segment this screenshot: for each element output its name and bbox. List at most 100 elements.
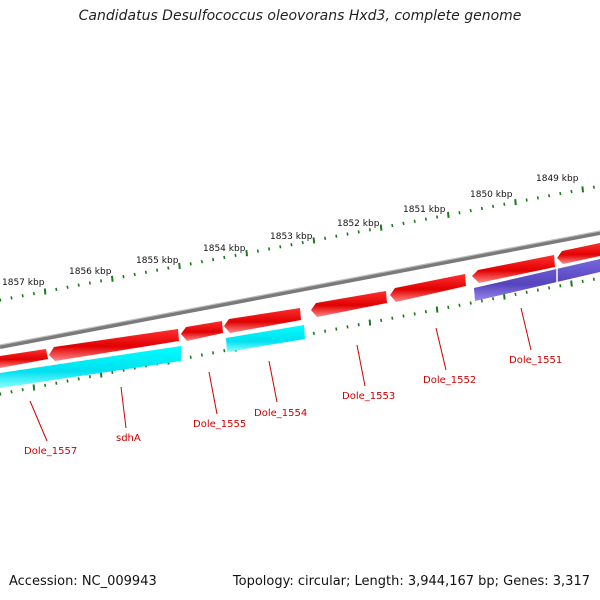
minor-tick bbox=[335, 327, 338, 331]
kbp-label: 1855 kbp bbox=[136, 256, 179, 266]
scale-ticks-outer bbox=[0, 185, 595, 302]
gene-labels: Dole_1557 sdhA Dole_1555 Dole_1554 Dole_… bbox=[24, 355, 562, 457]
minor-tick bbox=[492, 204, 495, 209]
minor-tick bbox=[77, 377, 80, 381]
kbp-label: 1851 kbp bbox=[403, 205, 446, 215]
minor-tick bbox=[447, 305, 450, 310]
minor-tick bbox=[279, 245, 282, 249]
accession-text: Accession: NC_009943 bbox=[9, 574, 157, 589]
gene-arrow-dole-1553[interactable] bbox=[311, 291, 387, 317]
kbp-label: 1854 kbp bbox=[203, 244, 246, 254]
minor-tick bbox=[413, 219, 416, 223]
feature-bar-cyan-left[interactable] bbox=[0, 346, 181, 388]
major-tick bbox=[447, 211, 450, 218]
minor-tick bbox=[223, 255, 226, 260]
gene-label-sdha[interactable]: sdhA bbox=[116, 433, 141, 444]
minor-tick bbox=[189, 355, 192, 359]
minor-tick bbox=[469, 301, 472, 305]
kbp-label: 1853 kbp bbox=[270, 232, 313, 242]
map-title: Candidatus Desulfococcus oleovorans Hxd3… bbox=[78, 8, 522, 24]
minor-tick bbox=[413, 312, 416, 316]
minor-tick bbox=[559, 191, 562, 196]
minor-tick bbox=[44, 383, 47, 387]
major-tick bbox=[368, 319, 372, 326]
minor-tick bbox=[0, 392, 2, 396]
minor-tick bbox=[391, 223, 394, 228]
gene-label-dole-1553[interactable]: Dole_1553 bbox=[342, 391, 395, 402]
minor-tick bbox=[234, 253, 237, 257]
minor-tick bbox=[312, 331, 315, 336]
major-tick bbox=[312, 237, 316, 244]
label-leaders bbox=[29, 307, 532, 442]
minor-tick bbox=[324, 236, 327, 240]
minor-tick bbox=[77, 283, 80, 287]
minor-tick bbox=[324, 329, 327, 333]
minor-tick bbox=[10, 390, 13, 394]
secondary-features bbox=[0, 259, 600, 388]
minor-tick bbox=[391, 316, 394, 320]
minor-tick bbox=[122, 274, 125, 279]
gene-arrow-dole-1557[interactable] bbox=[0, 349, 48, 368]
minor-tick bbox=[346, 325, 349, 329]
minor-tick bbox=[480, 299, 483, 303]
minor-tick bbox=[200, 260, 203, 264]
minor-tick bbox=[88, 375, 91, 379]
minor-tick bbox=[402, 221, 405, 226]
minor-tick bbox=[424, 217, 427, 221]
minor-tick bbox=[525, 290, 528, 294]
gene-arrow-dole-1552[interactable] bbox=[390, 274, 466, 302]
feature-bar-cyan-mid[interactable] bbox=[226, 325, 305, 352]
minor-tick bbox=[480, 206, 483, 211]
major-tick bbox=[503, 293, 506, 300]
gene-arrow-sdha[interactable] bbox=[49, 329, 179, 361]
minor-tick bbox=[156, 268, 159, 272]
gene-label-dole-1557[interactable]: Dole_1557 bbox=[24, 446, 77, 457]
minor-tick bbox=[290, 243, 293, 247]
kbp-label: 1852 kbp bbox=[337, 219, 380, 229]
minor-tick bbox=[458, 303, 461, 307]
gene-label-dole-1555[interactable]: Dole_1555 bbox=[193, 419, 246, 430]
minor-tick bbox=[525, 198, 528, 202]
minor-tick bbox=[268, 247, 271, 251]
minor-tick bbox=[503, 202, 506, 206]
kbp-label: 1856 kbp bbox=[69, 267, 112, 277]
feature-bar-blue-right[interactable] bbox=[474, 259, 600, 301]
major-tick bbox=[379, 224, 383, 231]
minor-tick bbox=[380, 318, 383, 323]
minor-tick bbox=[21, 388, 24, 392]
minor-tick bbox=[189, 262, 192, 266]
minor-tick bbox=[256, 249, 259, 253]
minor-tick bbox=[536, 196, 539, 200]
topology-text: Topology: circular; Length: 3,944,167 bp… bbox=[232, 574, 590, 589]
gene-label-dole-1552[interactable]: Dole_1552 bbox=[423, 375, 476, 386]
minor-tick bbox=[357, 323, 360, 327]
minor-tick bbox=[111, 370, 114, 375]
genome-backbone-highlight bbox=[0, 230, 600, 346]
gene-arrow-dole-1551[interactable] bbox=[472, 255, 555, 283]
minor-tick bbox=[357, 230, 360, 234]
major-tick bbox=[514, 199, 517, 206]
minor-tick bbox=[458, 211, 461, 215]
major-tick bbox=[245, 250, 248, 257]
minor-tick bbox=[10, 296, 13, 300]
gene-label-dole-1551[interactable]: Dole_1551 bbox=[509, 355, 562, 366]
gene-arrow-dole-1554[interactable] bbox=[224, 308, 301, 333]
minor-tick bbox=[548, 286, 551, 290]
minor-tick bbox=[424, 310, 427, 314]
genome-backbone bbox=[0, 231, 600, 349]
minor-tick bbox=[335, 234, 338, 238]
minor-tick bbox=[301, 240, 304, 245]
minor-tick bbox=[436, 215, 439, 219]
minor-tick bbox=[167, 266, 170, 270]
minor-tick bbox=[548, 194, 551, 198]
minor-tick bbox=[21, 294, 24, 298]
gene-arrow-dole-1555[interactable] bbox=[181, 321, 223, 341]
minor-tick bbox=[212, 257, 215, 262]
gene-arrow-next[interactable] bbox=[557, 243, 600, 264]
major-tick bbox=[570, 280, 573, 287]
gene-label-dole-1554[interactable]: Dole_1554 bbox=[254, 408, 307, 419]
minor-tick bbox=[55, 381, 58, 385]
minor-tick bbox=[492, 297, 495, 301]
